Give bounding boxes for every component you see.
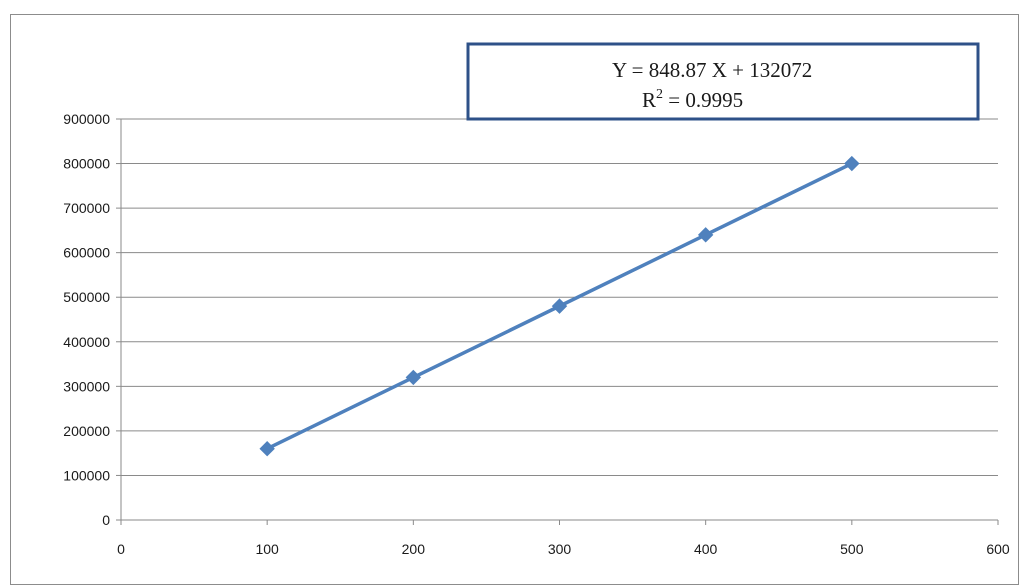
y-tick-label-4: 400000 (63, 334, 110, 350)
regression-equation: Y = 848.87 X + 132072 (612, 58, 812, 82)
x-tick-label-1: 100 (255, 541, 279, 557)
axes (116, 118, 999, 525)
x-tick-label-5: 500 (840, 541, 864, 557)
x-tick-label-6: 600 (986, 541, 1010, 557)
y-tick-label-7: 700000 (63, 200, 110, 216)
data-point-3 (697, 227, 714, 243)
data-point-0 (259, 441, 275, 457)
y-tick-label-8: 800000 (63, 156, 110, 172)
x-tick-label-4: 400 (694, 541, 718, 557)
equation-box: Y = 848.87 X + 132072 R2 = 0.9995 (466, 42, 980, 121)
x-axis-tick-labels: 0 100 200 300 400 500 600 (117, 541, 1010, 557)
r-squared-label: R2 = 0.9995 (642, 87, 743, 112)
data-point-4 (844, 155, 860, 172)
y-axis-tick-labels: 0 100000 200000 300000 400000 500000 600000 700… (63, 111, 110, 528)
y-tick-label-3: 300000 (63, 378, 110, 394)
y-tick-label-1: 100000 (63, 467, 110, 483)
y-tick-label-0: 0 (102, 512, 110, 528)
data-point-2 (551, 298, 568, 314)
x-tick-label-2: 200 (402, 541, 426, 557)
data-series (259, 155, 860, 457)
y-tick-label-6: 600000 (63, 245, 110, 261)
equation-box-border (466, 42, 980, 121)
data-point-1 (405, 369, 422, 386)
y-tick-label-5: 500000 (63, 289, 110, 305)
x-tick-label-3: 300 (548, 541, 572, 557)
x-tick-label-0: 0 (117, 541, 125, 557)
y-tick-label-9: 900000 (63, 111, 110, 127)
y-tick-label-2: 200000 (63, 423, 110, 439)
